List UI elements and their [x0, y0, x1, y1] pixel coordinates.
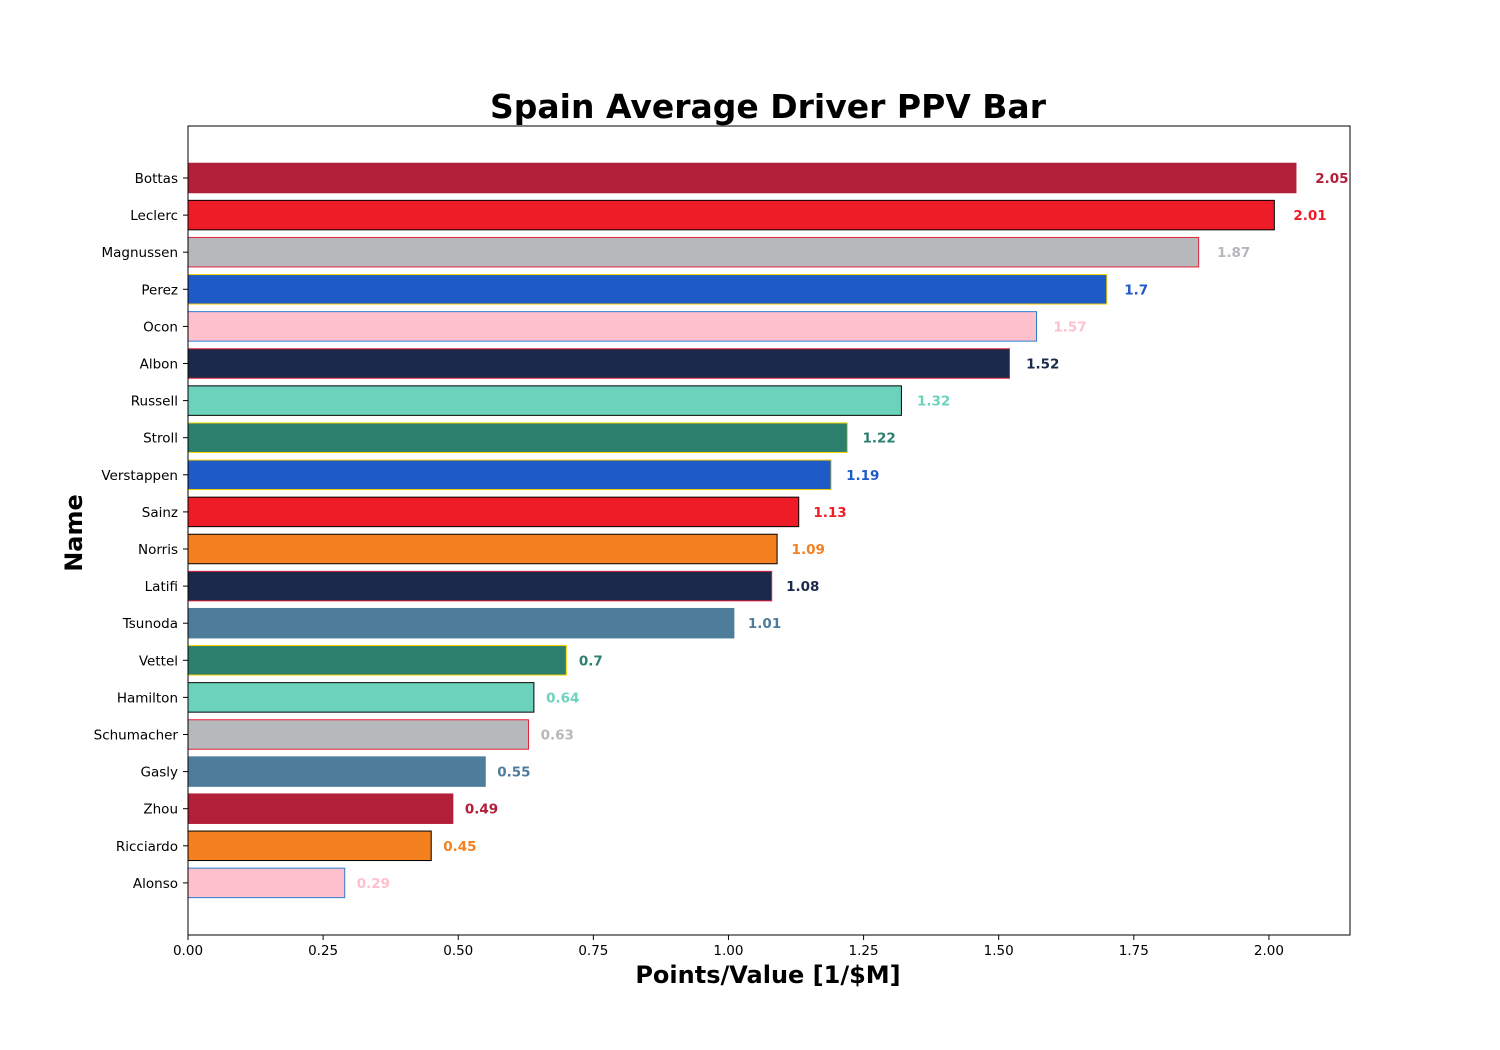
bars-layer — [187, 162, 1297, 899]
value-label: 1.13 — [813, 505, 846, 521]
bar-tsunoda — [187, 607, 735, 639]
y-tick-label: Alonso — [133, 876, 178, 892]
y-tick-label: Zhou — [143, 802, 178, 818]
bar-hamilton — [187, 682, 535, 713]
value-label: 1.57 — [1053, 319, 1086, 335]
y-tick-label: Magnussen — [101, 245, 178, 261]
bar-ocon — [187, 311, 1038, 342]
x-tick-label: 1.75 — [1119, 943, 1149, 959]
x-tick-label: 0.50 — [443, 943, 473, 959]
y-tick-label: Albon — [140, 357, 178, 373]
value-label: 0.55 — [497, 765, 530, 781]
value-label: 1.08 — [786, 579, 819, 595]
bar-zhou — [187, 793, 454, 824]
y-tick-label: Leclerc — [130, 208, 178, 224]
x-tick-label: 0.00 — [173, 943, 203, 959]
y-tick-label: Tsunoda — [122, 616, 178, 632]
y-tick-label: Stroll — [143, 431, 178, 447]
y-axis-ticks: Bottas Leclerc Magnussen Perez Ocon Albon Russ… — [94, 171, 188, 892]
bar-albon — [187, 348, 1011, 379]
bar-ricciardo — [187, 830, 432, 862]
y-tick-label: Sainz — [142, 505, 178, 521]
value-label: 2.05 — [1315, 171, 1348, 187]
y-tick-label: Gasly — [140, 765, 178, 781]
bar-russell — [187, 385, 902, 416]
value-label: 2.01 — [1293, 208, 1326, 224]
bar-norris — [187, 533, 778, 565]
value-label: 1.09 — [792, 542, 825, 558]
x-tick-label: 2.00 — [1254, 943, 1284, 959]
value-label: 0.49 — [465, 802, 498, 818]
x-tick-label: 0.25 — [308, 943, 338, 959]
bar-verstappen — [187, 459, 832, 491]
x-tick-label: 0.75 — [578, 943, 608, 959]
bar-leclerc — [187, 199, 1275, 231]
y-tick-label: Russell — [131, 394, 178, 410]
bar-sainz — [187, 496, 800, 528]
value-label: 0.45 — [443, 839, 476, 855]
y-tick-label: Verstappen — [101, 468, 178, 484]
value-label: 0.7 — [579, 653, 603, 669]
bar-latifi — [187, 570, 773, 602]
x-tick-label: 1.00 — [713, 943, 743, 959]
plot-frame — [187, 125, 1351, 936]
y-tick-label: Ricciardo — [116, 839, 178, 855]
y-tick-label: Vettel — [139, 653, 178, 669]
value-labels: 2.05 2.01 1.87 1.7 1.57 1.52 1.32 1.22 1.19 1.13 1… — [357, 171, 1349, 892]
bar-perez — [187, 274, 1108, 305]
y-tick-label: Latifi — [145, 579, 178, 595]
bar-bottas — [187, 162, 1297, 194]
value-label: 1.22 — [862, 431, 895, 447]
bar-schumacher — [187, 719, 529, 750]
value-label: 1.19 — [846, 468, 879, 484]
x-axis-ticks: 0.00 0.25 0.50 0.75 1.00 1.25 1.50 1.75 2.00 — [173, 935, 1284, 959]
bar-magnussen — [187, 236, 1200, 268]
y-axis-label: Name — [60, 494, 88, 572]
x-tick-label: 1.50 — [984, 943, 1014, 959]
y-tick-label: Bottas — [135, 171, 178, 187]
bar-gasly — [187, 756, 486, 787]
bar-vettel — [187, 645, 567, 676]
bar-alonso — [187, 867, 346, 899]
y-tick-label: Schumacher — [94, 728, 179, 744]
x-tick-label: 1.25 — [849, 943, 879, 959]
bar-stroll — [187, 422, 848, 453]
value-label: 1.7 — [1124, 282, 1148, 298]
value-label: 0.64 — [546, 690, 579, 706]
value-label: 1.32 — [917, 394, 950, 410]
x-axis-label: Points/Value [1/$M] — [635, 961, 900, 989]
value-label: 0.29 — [357, 876, 390, 892]
y-tick-label: Hamilton — [117, 690, 178, 706]
chart-title: Spain Average Driver PPV Bar — [490, 87, 1047, 126]
value-label: 1.52 — [1026, 357, 1059, 373]
value-label: 1.01 — [748, 616, 781, 632]
y-tick-label: Perez — [141, 282, 178, 298]
y-tick-label: Norris — [138, 542, 178, 558]
value-label: 1.87 — [1217, 245, 1250, 261]
y-tick-label: Ocon — [143, 319, 178, 335]
value-label: 0.63 — [541, 728, 574, 744]
